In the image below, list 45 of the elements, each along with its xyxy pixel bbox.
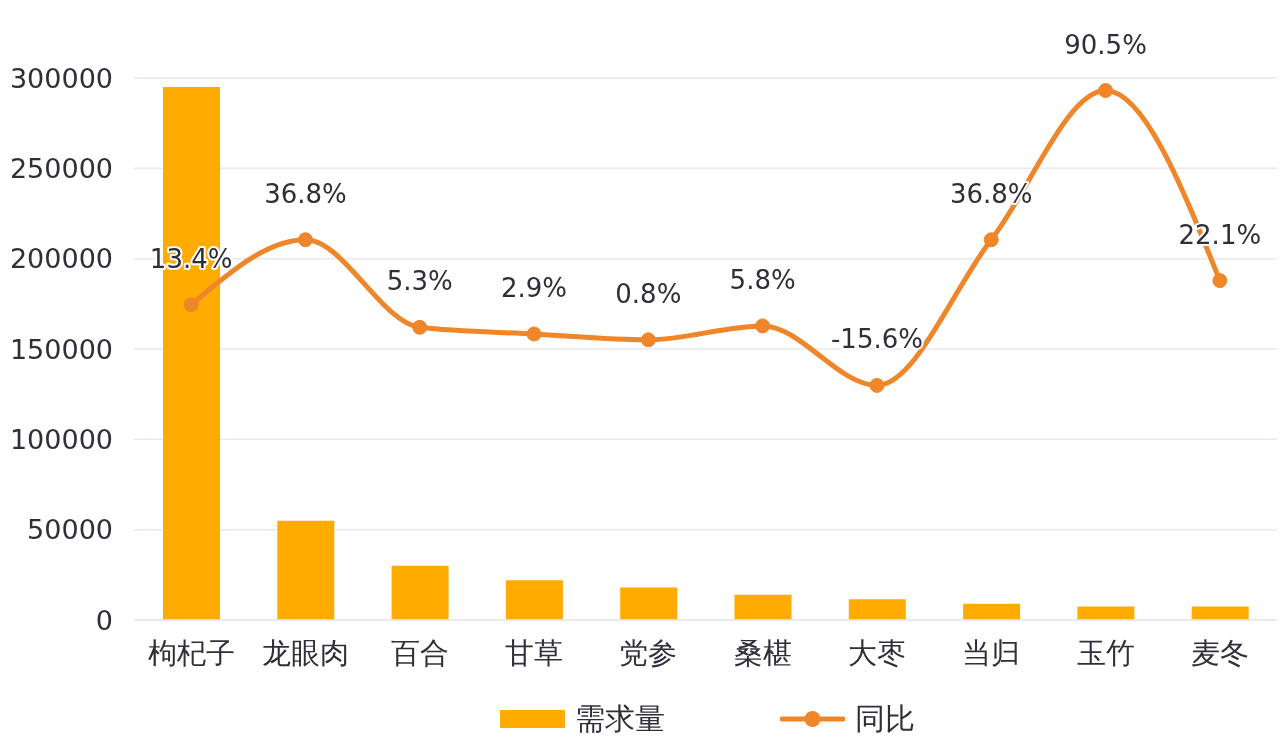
x-tick-label: 玉竹 bbox=[1076, 635, 1135, 670]
x-tick-label: 百合 bbox=[390, 635, 449, 670]
legend-label: 需求量 bbox=[575, 700, 665, 738]
point bbox=[983, 232, 999, 248]
data-label: 5.3% bbox=[386, 266, 453, 297]
legend-label: 同比 bbox=[855, 700, 915, 738]
bar bbox=[734, 594, 792, 620]
x-tick-label: 枸杞子 bbox=[147, 635, 235, 670]
bar bbox=[505, 580, 563, 620]
data-label: 0.8% bbox=[615, 278, 682, 309]
y-tick-label: 0 bbox=[95, 604, 113, 636]
data-label: 36.8% bbox=[264, 178, 347, 209]
point bbox=[297, 232, 313, 248]
point bbox=[640, 332, 656, 348]
x-tick-label: 党参 bbox=[619, 635, 678, 670]
bar bbox=[277, 520, 335, 620]
x-tick-label: 大枣 bbox=[847, 635, 906, 670]
data-label: -15.6% bbox=[830, 324, 923, 355]
point bbox=[183, 297, 199, 313]
x-tick-label: 桑椹 bbox=[733, 635, 792, 670]
y-tick-label: 250000 bbox=[9, 152, 113, 184]
y-tick-label: 100000 bbox=[9, 423, 113, 455]
point bbox=[1098, 83, 1114, 99]
y-tick-label: 300000 bbox=[9, 62, 113, 94]
point bbox=[869, 377, 885, 393]
bar bbox=[391, 565, 449, 620]
point bbox=[526, 326, 542, 342]
data-label: 90.5% bbox=[1064, 29, 1147, 60]
x-tick-label: 甘草 bbox=[505, 635, 564, 670]
bar bbox=[1077, 606, 1135, 620]
x-tick-label: 当归 bbox=[962, 635, 1021, 670]
y-tick-label: 50000 bbox=[27, 514, 113, 546]
data-label: 2.9% bbox=[501, 272, 568, 303]
point bbox=[1212, 273, 1228, 289]
x-tick-label: 麦冬 bbox=[1190, 635, 1249, 670]
bar bbox=[1191, 606, 1249, 620]
bar bbox=[963, 603, 1021, 620]
y-tick-label: 150000 bbox=[9, 333, 113, 365]
point bbox=[412, 319, 428, 335]
point bbox=[755, 318, 771, 334]
data-label: 5.8% bbox=[729, 264, 796, 295]
y-tick-label: 200000 bbox=[9, 243, 113, 275]
x-tick-label: 龙眼肉 bbox=[261, 635, 349, 670]
bar bbox=[848, 599, 906, 620]
bar bbox=[620, 587, 678, 620]
